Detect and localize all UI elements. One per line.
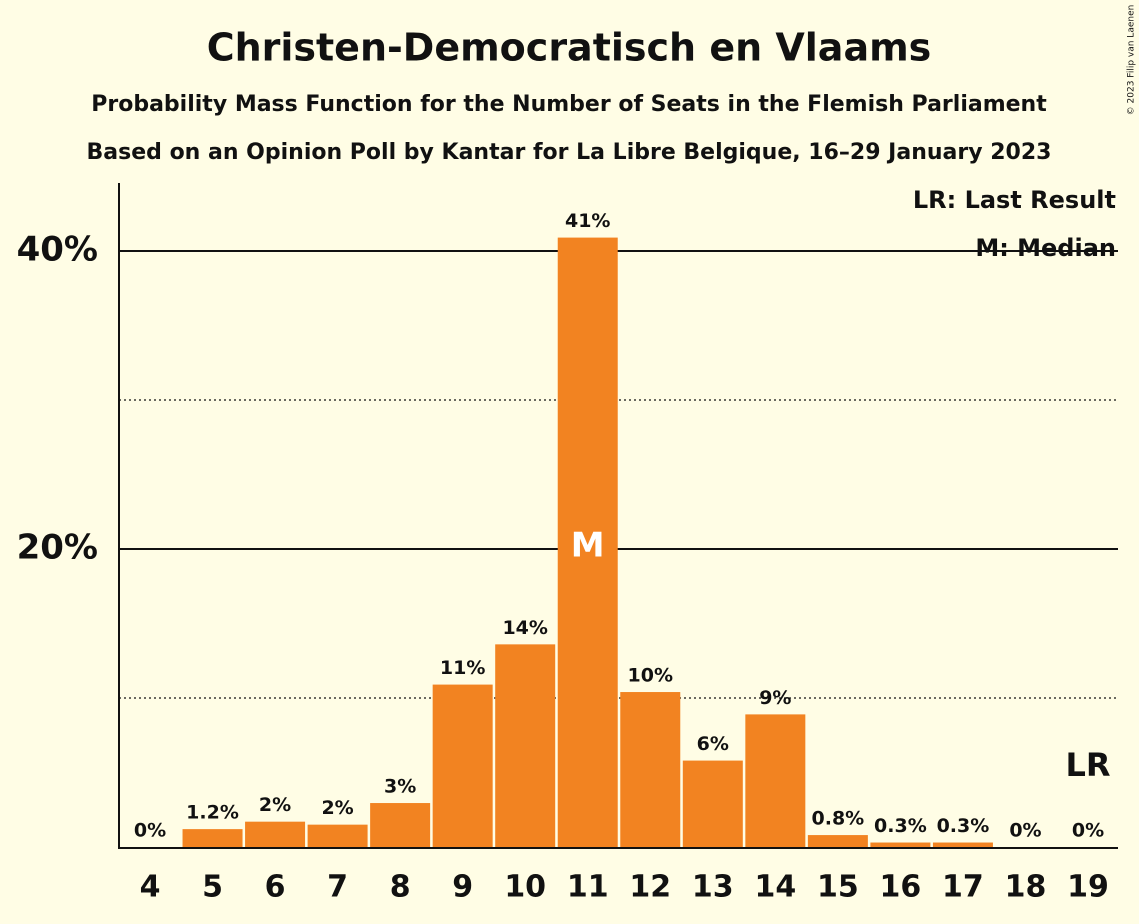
x-tick-label: 12 [629, 870, 671, 905]
x-tick-label: 8 [390, 870, 411, 905]
value-label: 0.3% [874, 815, 927, 837]
value-label: 1.2% [186, 802, 239, 824]
chart-title: Christen-Democratisch en Vlaams [207, 26, 932, 70]
legend-entry: LR: Last Result [913, 186, 1116, 214]
x-tick-label: 4 [140, 870, 161, 905]
y-tick-label: 40% [17, 230, 98, 270]
x-tick-label: 11 [567, 870, 609, 905]
bar [870, 842, 931, 847]
x-tick-label: 17 [942, 870, 984, 905]
x-tick-label: 13 [692, 870, 734, 905]
bar [182, 829, 243, 847]
bar [682, 760, 743, 847]
value-label: 0.3% [937, 815, 990, 837]
grid [119, 250, 1118, 699]
value-label: 6% [697, 733, 729, 755]
bar [307, 824, 368, 847]
x-tick-label: 9 [452, 870, 473, 905]
bar [495, 644, 556, 847]
bar [432, 684, 493, 847]
value-label: 14% [502, 617, 547, 639]
x-tick-label: 16 [880, 870, 922, 905]
x-tick-label: 6 [265, 870, 286, 905]
value-label: 11% [440, 657, 485, 679]
legend-entry: M: Median [975, 234, 1116, 262]
value-label: 3% [384, 776, 416, 798]
x-tick-label: 5 [202, 870, 223, 905]
value-label: 0% [1009, 820, 1041, 842]
value-label: 9% [759, 687, 791, 709]
value-label: 2% [321, 797, 353, 819]
value-label: 0% [134, 820, 166, 842]
bars [182, 237, 993, 848]
bar [807, 835, 868, 847]
x-tick-label: 18 [1005, 870, 1047, 905]
value-label: 0% [1072, 820, 1104, 842]
bar [245, 821, 306, 847]
bar [370, 803, 431, 847]
chart-subtitle: Based on an Opinion Poll by Kantar for L… [87, 140, 1052, 165]
x-tick-label: 7 [327, 870, 348, 905]
value-label: 0.8% [812, 808, 865, 830]
bar [620, 692, 681, 847]
last-result-marker: LR [1065, 746, 1110, 784]
bar [745, 714, 806, 847]
bar [932, 842, 993, 847]
value-label: 41% [565, 210, 610, 232]
x-tick-label: 10 [504, 870, 546, 905]
x-tick-label: 14 [754, 870, 796, 905]
x-tick-label: 15 [817, 870, 859, 905]
value-label: 10% [628, 665, 673, 687]
bar [557, 237, 618, 848]
credit: © 2023 Filip van Laenen [1127, 5, 1137, 116]
value-label: 2% [259, 794, 291, 816]
chart-subtitle: Probability Mass Function for the Number… [91, 92, 1047, 117]
x-tick-label: 19 [1067, 870, 1109, 905]
y-tick-label: 20% [17, 528, 98, 568]
median-marker: M [571, 526, 605, 566]
